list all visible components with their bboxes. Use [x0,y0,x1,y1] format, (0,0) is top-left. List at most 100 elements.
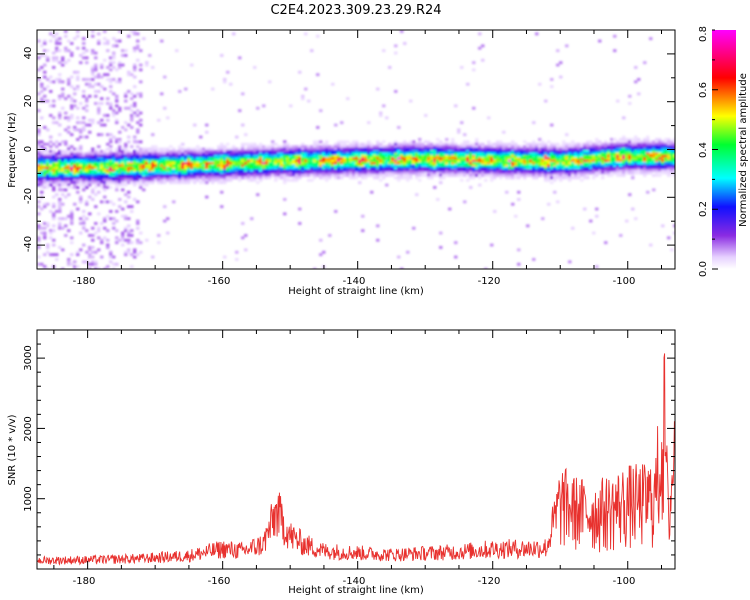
heatmap-cell [163,162,167,165]
heatmap-cell [490,174,494,177]
heatmap-cell [88,255,92,259]
heatmap-cell [358,174,362,177]
heatmap-cell [469,145,473,149]
heatmap-cell [574,164,578,168]
heatmap-cell [187,178,191,182]
heatmap-cell [67,166,71,170]
heatmap-cell [115,166,119,170]
heatmap-cell [289,154,293,158]
heatmap-cell [85,154,89,158]
heatmap-cell [184,166,188,170]
heatmap-cell [619,150,623,153]
heatmap-cell [97,39,101,43]
heatmap-cell [175,162,179,165]
heatmap-cell [358,159,362,163]
heatmap-cell [403,171,407,175]
heatmap-cell [175,154,179,158]
heatmap-cell [538,154,542,158]
heatmap-cell [310,162,314,165]
heatmap-cell [151,178,155,182]
heatmap-cell [187,174,191,177]
heatmap-cell [205,178,209,182]
heatmap-cell [52,66,56,69]
heatmap-cell [394,166,398,170]
heatmap-cell [58,49,62,53]
heatmap-cell [301,97,305,101]
heatmap-cell [505,145,509,149]
heatmap-cell [622,162,626,165]
heatmap-cell [88,262,92,266]
heatmap-cell [154,166,158,170]
heatmap-cell [118,109,122,113]
heatmap-cell [604,171,608,175]
heatmap-cell [145,183,149,187]
heatmap-cell [133,178,137,182]
heatmap-cell [322,162,326,165]
heatmap-cell [478,171,482,175]
heatmap-cell [100,102,104,105]
heatmap-cell [49,231,53,235]
heatmap-cell [202,166,206,170]
heatmap-cell [286,176,290,180]
heatmap-cell [496,140,500,144]
heatmap-cell [460,166,464,170]
heatmap-cell [418,142,422,146]
heatmap-cell [382,164,386,168]
heatmap-cell [406,147,410,151]
heatmap-cell [304,159,308,163]
heatmap-cell [169,159,173,163]
heatmap-cell [385,154,389,158]
heatmap-cell [424,162,428,165]
heatmap-cell [487,174,491,177]
heatmap-cell [175,181,179,185]
heatmap-cell [409,147,413,151]
heatmap-cell [208,147,212,151]
heatmap-cell [103,267,107,269]
heatmap-cell [220,164,224,168]
heatmap-cell [172,157,176,161]
heatmap-cell [514,157,518,161]
heatmap-cell [37,178,41,182]
heatmap-cell [106,49,110,53]
heatmap-cell [274,150,278,153]
heatmap-cell [79,231,83,235]
heatmap-cell [172,147,176,151]
heatmap-cell [250,171,254,175]
heatmap-cell [667,164,671,168]
heatmap-cell [307,164,311,168]
heatmap-cell [616,152,620,156]
heatmap-cell [571,164,575,168]
heatmap-cell [265,166,269,170]
heatmap-cell [484,150,488,153]
heatmap-cell [124,142,128,146]
heatmap-cell [565,150,569,153]
heatmap-cell [118,130,122,134]
heatmap-cell [631,152,635,156]
heatmap-cell [130,169,134,173]
heatmap-cell [172,176,176,180]
heatmap-cell [178,154,182,158]
heatmap-cell [82,94,86,98]
heatmap-cell [94,176,98,180]
heatmap-cell [55,157,59,161]
heatmap-cell [76,181,80,185]
heatmap-cell [298,162,302,165]
heatmap-cell [571,145,575,149]
heatmap-cell [382,150,386,153]
heatmap-cell [550,147,554,151]
heatmap-cell [166,150,170,153]
heatmap-cell [376,152,380,156]
heatmap-cell [253,152,257,156]
heatmap-cell [115,121,119,125]
heatmap-cell [400,157,404,161]
heatmap-cell [403,147,407,151]
heatmap-cell [106,176,110,180]
heatmap-cell [349,147,353,151]
heatmap-cell [613,164,617,168]
heatmap-cell [352,176,356,180]
heatmap-cell [451,157,455,161]
heatmap-cell [64,159,68,163]
heatmap-cell [385,147,389,151]
heatmap-cell [91,66,95,69]
heatmap-cell [355,174,359,177]
